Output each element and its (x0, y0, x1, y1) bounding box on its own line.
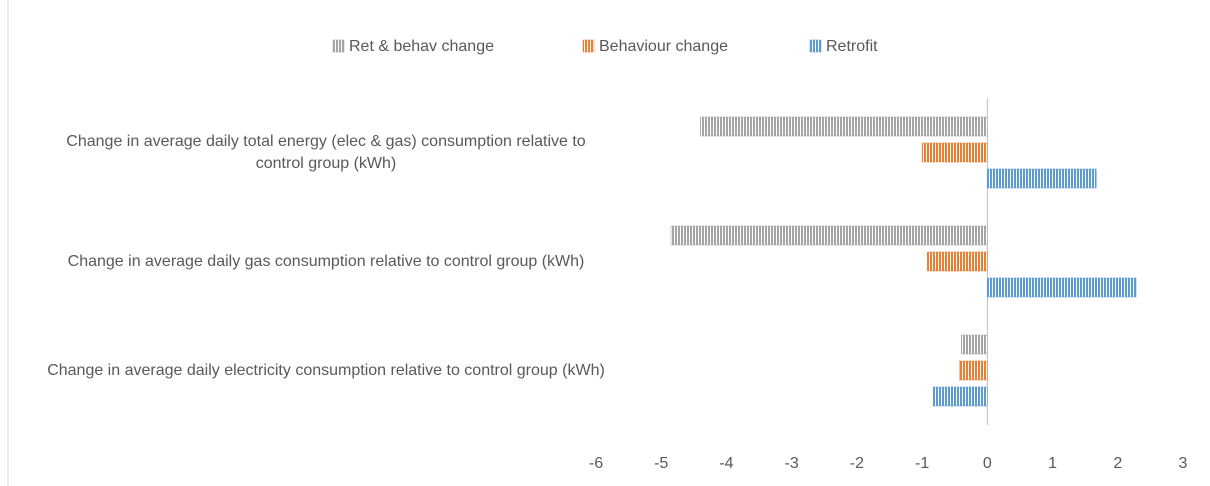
bar (700, 116, 988, 137)
legend-label: Behaviour change (599, 38, 728, 55)
legend-swatch (809, 39, 822, 53)
category-label: Change in average daily electricity cons… (47, 361, 605, 379)
legend-swatch (332, 39, 345, 53)
bar (987, 277, 1137, 298)
category-label: Change in average daily gas consumption … (67, 252, 585, 270)
bar (959, 360, 988, 381)
x-tick-label: -5 (654, 455, 668, 472)
bar (960, 334, 988, 355)
bar (927, 251, 988, 272)
legend-label: Ret & behav change (349, 38, 494, 55)
x-tick-label: 0 (983, 455, 992, 472)
bar (670, 225, 988, 246)
bar (932, 386, 988, 407)
x-tick-label: -6 (589, 455, 603, 472)
x-tick-label: -2 (850, 455, 864, 472)
x-tick-label: 1 (1048, 455, 1057, 472)
x-tick-label: -1 (915, 455, 929, 472)
x-tick-label: -4 (719, 455, 733, 472)
x-tick-label: 2 (1113, 455, 1122, 472)
bar (987, 168, 1097, 189)
x-tick-label: -3 (785, 455, 799, 472)
category-label: Change in average daily total energy (el… (66, 132, 586, 172)
x-tick-label: 3 (1179, 455, 1188, 472)
legend-label: Retrofit (826, 38, 878, 55)
legend-swatch (582, 39, 595, 53)
bar (921, 142, 988, 163)
